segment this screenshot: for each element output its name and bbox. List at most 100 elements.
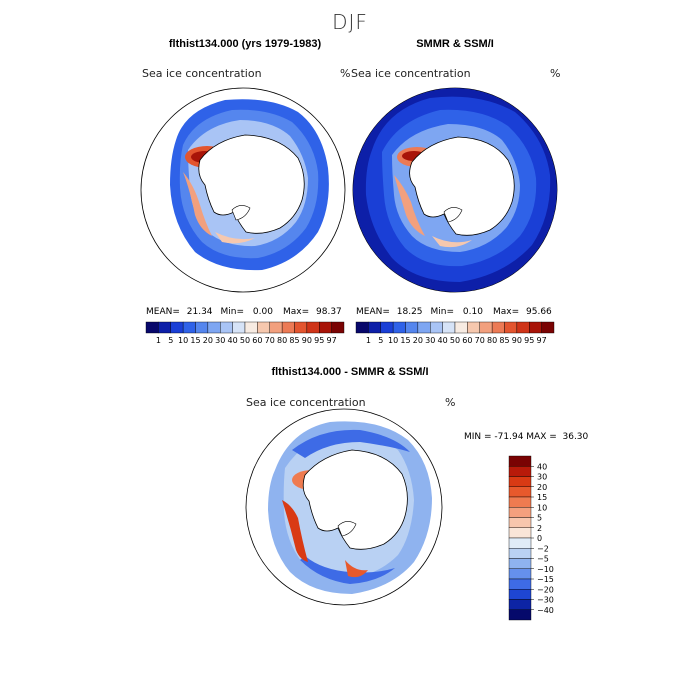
right-colorbar-tick-label: 5 (378, 336, 383, 345)
left-colorbar-swatch (319, 321, 332, 334)
left-colorbar-tick-label: 40 (228, 336, 238, 345)
left-mean-value: 21.34 (186, 307, 213, 317)
right-colorbar-tick-label: 85 (499, 336, 509, 345)
right-colorbar-tick-label: 15 (400, 336, 410, 345)
right-colorbar-swatch (479, 321, 493, 334)
left-max-value: 98.37 (316, 307, 342, 317)
difference-colorbar-swatch (508, 589, 532, 600)
left-colorbar-tick-label: 10 (178, 336, 188, 345)
diff-field-label: Sea ice concentration (246, 396, 366, 409)
difference-colorbar-tick-label: 2 (537, 524, 542, 533)
right-min-label: Min= (430, 307, 455, 317)
right-colorbar-swatch (442, 321, 456, 334)
right-field-label: Sea ice concentration (351, 67, 471, 80)
diff-minmax: MIN = -71.94 MAX = 36.30 (464, 432, 589, 442)
left-colorbar-swatch (281, 321, 295, 334)
right-colorbar-tick-label: 10 (388, 336, 398, 345)
left-colorbar-swatch (182, 321, 196, 334)
left-colorbar-swatch (232, 321, 246, 334)
right-colorbar-tick-label: 20 (413, 336, 423, 345)
left-colorbar-swatch (170, 321, 184, 334)
difference-colorbar-swatch (508, 486, 532, 498)
left-colorbar-swatch (294, 321, 308, 334)
difference-colorbar-tick-label: 40 (537, 462, 547, 471)
observed-sea-ice-map (352, 87, 558, 293)
difference-colorbar-tick-label: −2 (537, 544, 549, 553)
difference-colorbar-tick-label: 0 (537, 534, 542, 543)
left-colorbar-tick-label: 15 (190, 336, 200, 345)
diff-unit-label: % (445, 396, 456, 409)
left-colorbar-tick-label: 20 (203, 336, 213, 345)
left-colorbar-tick-label: 90 (302, 336, 312, 345)
model-sea-ice-map (140, 87, 346, 293)
left-colorbar-tick-label: 85 (289, 336, 299, 345)
left-max-label: Max= (282, 307, 310, 317)
right-colorbar-tick-label: 80 (487, 336, 497, 345)
left-min-label: Min= (220, 307, 245, 317)
left-colorbar-tick-label: 97 (327, 336, 337, 345)
right-colorbar-swatch (467, 321, 480, 334)
right-colorbar-swatch (516, 321, 530, 334)
left-colorbar-tick-label: 1 (156, 336, 161, 345)
left-colorbar-swatch (257, 321, 270, 334)
left-colorbar: 1 5 10 15 20 30 40 50 60 70 80 85 90 95 97 (145, 321, 345, 345)
difference-colorbar-swatch (508, 496, 532, 508)
left-colorbar-swatch (207, 321, 221, 334)
right-colorbar-tick-label: 70 (475, 336, 485, 345)
difference-colorbar-swatch (508, 548, 532, 559)
left-mean-label: MEAN= (146, 307, 180, 317)
left-colorbar-tick-label: 5 (168, 336, 173, 345)
right-panel-title: SMMR & SSM/I (416, 38, 494, 50)
right-mean-value: 18.25 (396, 307, 423, 317)
diff-panel-title: flthist134.000 - SMMR & SSM/I (271, 366, 429, 378)
left-colorbar-swatch (195, 321, 209, 334)
left-colorbar-tick-label: 95 (314, 336, 324, 345)
difference-colorbar-swatch (508, 507, 532, 518)
left-stats: MEAN= 21.34 Min= 0.00 Max= 98.37 (146, 307, 346, 317)
difference-colorbar-swatch (508, 599, 532, 610)
left-colorbar-swatch (306, 321, 320, 334)
right-colorbar-swatch (405, 321, 419, 334)
left-panel-title: flthist134.000 (yrs 1979-1983) (168, 38, 322, 50)
right-colorbar-swatch (380, 321, 394, 334)
right-colorbar-tick-label: 90 (512, 336, 522, 345)
left-min-value: 0.00 (252, 307, 273, 317)
right-colorbar-tick-label: 30 (425, 336, 435, 345)
difference-colorbar-swatch (508, 476, 532, 487)
difference-colorbar-swatch (508, 558, 532, 569)
right-colorbar-swatch (392, 321, 406, 334)
right-colorbar-tick-label: 50 (450, 336, 460, 345)
right-colorbar: 1 5 10 15 20 30 40 50 60 70 80 85 90 95 97 (355, 321, 555, 345)
right-colorbar-swatch (541, 321, 555, 334)
right-colorbar-tick-label: 40 (438, 336, 448, 345)
right-colorbar-tick-label: 95 (524, 336, 534, 345)
difference-colorbar-tick-label: −40 (537, 606, 554, 615)
right-colorbar-swatch (491, 321, 505, 334)
left-colorbar-swatch (145, 321, 159, 334)
right-colorbar-tick-label: 60 (462, 336, 472, 345)
difference-colorbar-tick-label: 10 (537, 503, 547, 512)
difference-map (245, 408, 443, 606)
right-colorbar-swatch (529, 321, 542, 334)
difference-colorbar-tick-label: −10 (537, 565, 554, 574)
right-colorbar-swatch (417, 321, 431, 334)
right-colorbar-swatch (355, 321, 369, 334)
left-colorbar-tick-label: 30 (215, 336, 225, 345)
right-colorbar-swatch (454, 321, 468, 334)
right-max-label: Max= (492, 307, 520, 317)
right-colorbar-tick-label: 97 (537, 336, 547, 345)
difference-colorbar-tick-label: 5 (537, 514, 542, 523)
right-unit-label: % (550, 67, 561, 80)
right-min-value: 0.10 (462, 307, 483, 317)
difference-colorbar-swatch (508, 568, 532, 580)
difference-colorbar-tick-label: −5 (537, 555, 549, 564)
difference-colorbar-swatch (508, 609, 532, 621)
right-max-value: 95.66 (526, 307, 552, 317)
difference-colorbar-swatch (508, 466, 532, 477)
left-colorbar-tick-label: 70 (265, 336, 275, 345)
left-colorbar-swatch (220, 321, 233, 334)
left-colorbar-swatch (269, 321, 283, 334)
difference-colorbar-tick-label: 20 (537, 483, 547, 492)
